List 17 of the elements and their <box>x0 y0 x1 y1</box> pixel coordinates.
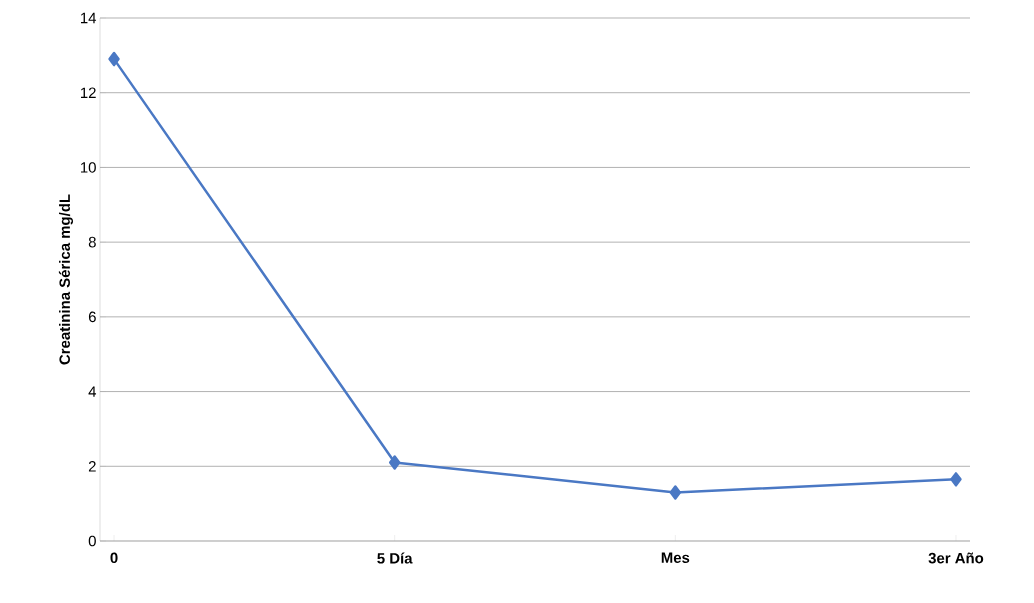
point <box>108 51 120 67</box>
y-tick-label: 14 <box>81 12 97 24</box>
point <box>388 455 401 470</box>
x-tick-label: 3er Año <box>928 552 984 564</box>
point <box>669 485 682 500</box>
x-tick-label: Mes <box>661 552 690 563</box>
y-tick-label: 8 <box>88 236 96 248</box>
y-tick-label: 2 <box>88 461 96 472</box>
x-tick-label: 5 Día <box>377 552 413 564</box>
y-axis-title: Creatinina Sérica mg/dL <box>58 194 74 365</box>
point <box>950 472 962 487</box>
y-tick-label: 6 <box>88 311 96 323</box>
x-tick-label: 0 <box>110 552 118 564</box>
y-tick-label: 0 <box>88 535 96 547</box>
y-tick-label: 4 <box>88 386 97 397</box>
y-tick-label: 12 <box>81 87 96 98</box>
y-tick-label: 10 <box>81 162 96 173</box>
